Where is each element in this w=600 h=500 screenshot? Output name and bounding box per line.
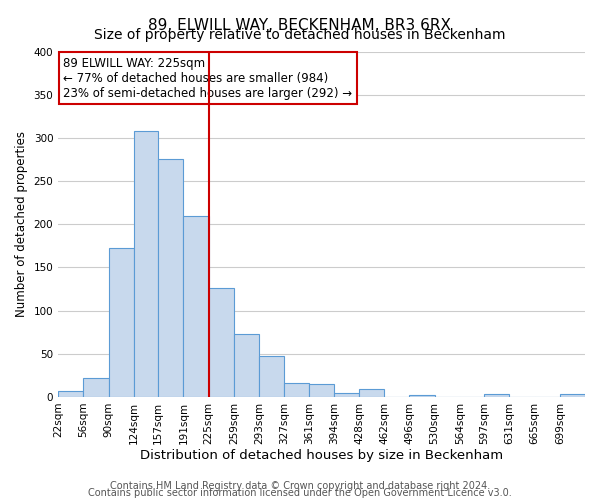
Bar bbox=[284, 383, 310, 397]
Bar bbox=[560, 394, 585, 397]
Text: 89, ELWILL WAY, BECKENHAM, BR3 6RX: 89, ELWILL WAY, BECKENHAM, BR3 6RX bbox=[149, 18, 452, 32]
Bar bbox=[259, 356, 284, 397]
Bar bbox=[134, 131, 158, 397]
Text: Contains HM Land Registry data © Crown copyright and database right 2024.: Contains HM Land Registry data © Crown c… bbox=[110, 481, 490, 491]
Bar bbox=[484, 394, 509, 397]
Text: Contains public sector information licensed under the Open Government Licence v3: Contains public sector information licen… bbox=[88, 488, 512, 498]
Bar bbox=[359, 389, 384, 397]
Bar bbox=[58, 391, 83, 397]
Bar bbox=[209, 288, 234, 397]
Y-axis label: Number of detached properties: Number of detached properties bbox=[15, 131, 28, 317]
Bar bbox=[234, 334, 259, 397]
Bar bbox=[310, 384, 334, 397]
Bar bbox=[83, 378, 109, 397]
Bar bbox=[409, 395, 434, 397]
X-axis label: Distribution of detached houses by size in Beckenham: Distribution of detached houses by size … bbox=[140, 450, 503, 462]
Bar bbox=[184, 216, 209, 397]
Text: Size of property relative to detached houses in Beckenham: Size of property relative to detached ho… bbox=[94, 28, 506, 42]
Text: 89 ELWILL WAY: 225sqm
← 77% of detached houses are smaller (984)
23% of semi-det: 89 ELWILL WAY: 225sqm ← 77% of detached … bbox=[64, 56, 353, 100]
Bar bbox=[334, 392, 359, 397]
Bar bbox=[109, 248, 134, 397]
Bar bbox=[158, 160, 184, 397]
